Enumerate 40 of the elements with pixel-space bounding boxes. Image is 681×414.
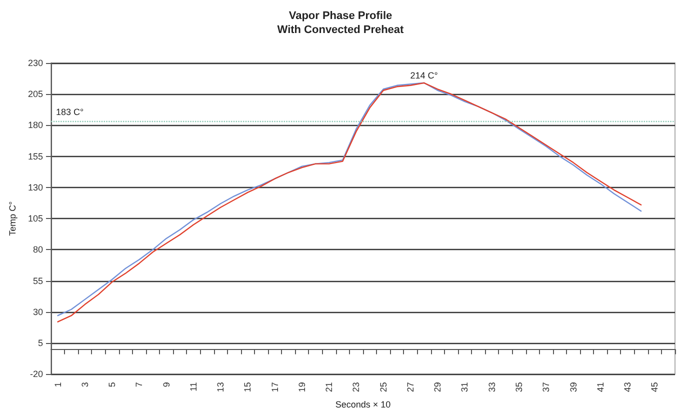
- x-tick-label: 13: [216, 382, 226, 392]
- y-tick-label: 30: [32, 306, 43, 317]
- ref-line-label: 183 C°: [56, 106, 84, 117]
- y-tick-label: 5: [38, 338, 43, 348]
- x-tick-label: 37: [541, 382, 552, 392]
- x-tick-label: 41: [595, 382, 606, 392]
- x-tick-label: 9: [161, 382, 172, 388]
- x-tick-label: 29: [432, 382, 443, 392]
- x-tick-label: 25: [378, 382, 388, 392]
- x-tick-label: 35: [514, 382, 524, 392]
- y-tick-label: -20: [30, 369, 43, 380]
- y-tick-label: 155: [28, 151, 43, 162]
- x-tick-label: 3: [80, 382, 90, 388]
- y-axis-title: Temp C°: [8, 200, 18, 236]
- x-tick-label: 15: [242, 382, 253, 392]
- chart-subtitle: With Convected Preheat: [277, 24, 404, 36]
- y-tick-label: 130: [28, 182, 43, 192]
- y-tick-label: 180: [28, 120, 43, 130]
- x-tick-label: 27: [405, 382, 416, 392]
- x-tick-label: 31: [460, 382, 470, 392]
- x-tick-label: 19: [296, 382, 307, 392]
- y-tick-label: 80: [32, 244, 43, 255]
- x-tick-label: 11: [188, 382, 198, 392]
- x-tick-label: 45: [650, 382, 660, 392]
- chart-title: Vapor Phase Profile: [288, 10, 392, 22]
- annotation: 214 C°: [410, 70, 438, 80]
- y-tick-label: 105: [28, 214, 43, 224]
- x-tick-label: 7: [134, 382, 144, 388]
- x-tick-label: 33: [486, 382, 497, 392]
- x-tick-label: 23: [351, 382, 362, 392]
- x-axis-title: Seconds × 10: [335, 400, 391, 410]
- x-tick-label: 21: [324, 382, 334, 392]
- x-tick-label: 17: [270, 382, 280, 392]
- y-tick-label: 205: [28, 89, 43, 100]
- x-tick-label: 39: [568, 382, 578, 392]
- x-tick-label: 43: [622, 382, 633, 392]
- x-tick-label: 1: [52, 382, 63, 388]
- y-tick-label: 230: [28, 58, 43, 68]
- x-tick-label: 5: [107, 382, 118, 388]
- y-tick-label: 55: [32, 276, 43, 286]
